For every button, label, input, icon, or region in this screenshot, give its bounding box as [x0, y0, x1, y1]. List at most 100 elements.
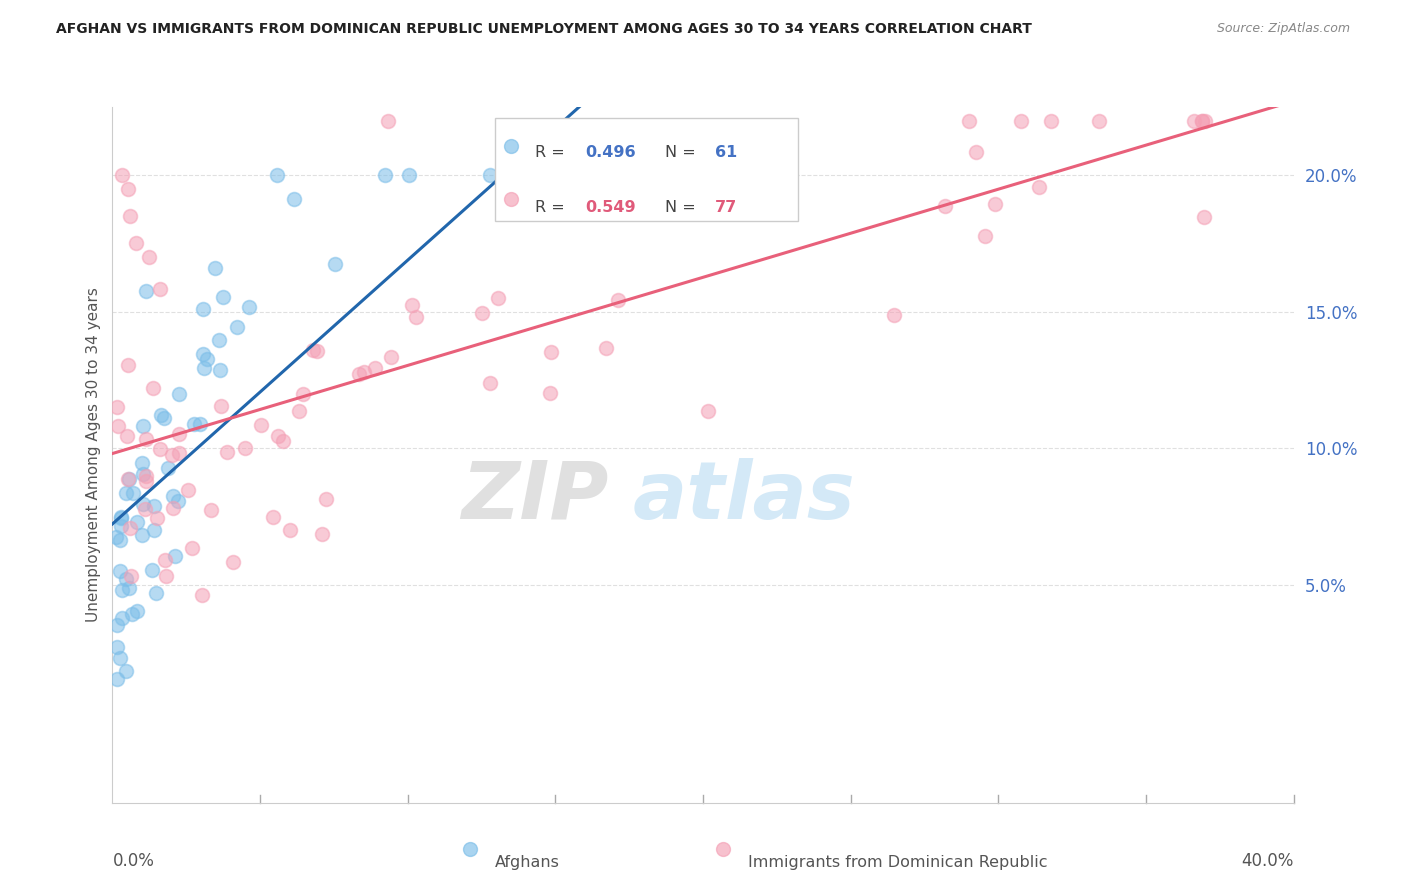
Point [1191, 113, 1213, 128]
Point [221, 555, 243, 569]
Point [984, 196, 1007, 211]
Text: Immigrants from Dominican Republic: Immigrants from Dominican Republic [748, 855, 1047, 871]
Point [193, 347, 215, 361]
Point [117, 182, 139, 196]
Point [131, 456, 153, 470]
Point [610, 120, 633, 135]
Point [249, 418, 271, 433]
Point [153, 553, 176, 567]
Point [266, 168, 288, 182]
Point [1182, 113, 1205, 128]
Y-axis label: Unemployment Among Ages 30 to 34 years: Unemployment Among Ages 30 to 34 years [86, 287, 101, 623]
Point [111, 168, 134, 182]
Text: Afghans: Afghans [495, 855, 560, 871]
Point [292, 387, 315, 401]
Point [110, 519, 132, 533]
Point [211, 290, 233, 304]
Point [592, 168, 614, 182]
Point [117, 358, 139, 372]
Point [311, 527, 333, 541]
Point [353, 366, 375, 380]
Point [125, 236, 148, 251]
Point [283, 192, 305, 206]
Point [132, 418, 155, 433]
Point [143, 499, 166, 513]
Point [118, 521, 141, 535]
Text: R =: R = [536, 145, 571, 160]
Point [114, 485, 136, 500]
Point [200, 502, 222, 516]
Point [135, 469, 157, 483]
Point [398, 168, 420, 182]
Point [105, 400, 128, 414]
Point [209, 399, 232, 413]
Point [603, 168, 626, 182]
Point [110, 564, 132, 578]
Point [595, 341, 617, 355]
Point [486, 291, 509, 305]
Point [149, 282, 172, 296]
Point [271, 434, 294, 448]
Point [180, 541, 202, 555]
Point [609, 168, 631, 182]
Point [193, 361, 215, 376]
Point [262, 509, 284, 524]
Point [162, 501, 184, 516]
Point [157, 461, 180, 475]
Point [115, 572, 138, 586]
Text: atlas: atlas [633, 458, 855, 536]
Point [957, 113, 980, 128]
Point [117, 429, 139, 443]
Point [405, 310, 427, 325]
Point [1010, 113, 1032, 128]
Text: 40.0%: 40.0% [1241, 852, 1294, 870]
Point [347, 368, 370, 382]
Point [540, 345, 562, 359]
Point [132, 497, 155, 511]
Point [478, 168, 501, 182]
FancyBboxPatch shape [495, 118, 799, 221]
Point [934, 199, 956, 213]
Point [142, 524, 165, 538]
Point [1039, 113, 1062, 128]
Text: N =: N = [665, 145, 702, 160]
Point [177, 483, 200, 498]
Point [209, 363, 232, 377]
Point [307, 343, 329, 358]
Text: ZIP: ZIP [461, 458, 609, 536]
Point [1028, 180, 1050, 194]
Point [146, 511, 169, 525]
Point [883, 308, 905, 322]
Point [233, 441, 256, 455]
Text: 61: 61 [714, 145, 737, 160]
Point [167, 387, 190, 401]
Point [149, 409, 172, 423]
Text: N =: N = [665, 201, 702, 215]
Point [163, 549, 186, 563]
Point [302, 343, 325, 357]
Point [121, 607, 143, 621]
Point [122, 486, 145, 500]
Point [401, 298, 423, 312]
Point [155, 569, 177, 583]
Point [606, 293, 628, 307]
Point [706, 205, 728, 219]
Point [374, 168, 396, 182]
Point [278, 523, 301, 537]
Point [380, 350, 402, 364]
Point [138, 250, 160, 264]
Point [193, 301, 215, 316]
Point [204, 260, 226, 275]
Point [110, 509, 132, 524]
Point [125, 515, 148, 529]
Text: 0.0%: 0.0% [112, 852, 155, 870]
Point [120, 209, 142, 223]
Point [120, 569, 142, 583]
Point [538, 386, 561, 401]
Point [105, 672, 128, 686]
Point [111, 610, 134, 624]
Point [118, 472, 141, 486]
Point [110, 511, 132, 525]
Point [145, 586, 167, 600]
Point [974, 228, 997, 243]
